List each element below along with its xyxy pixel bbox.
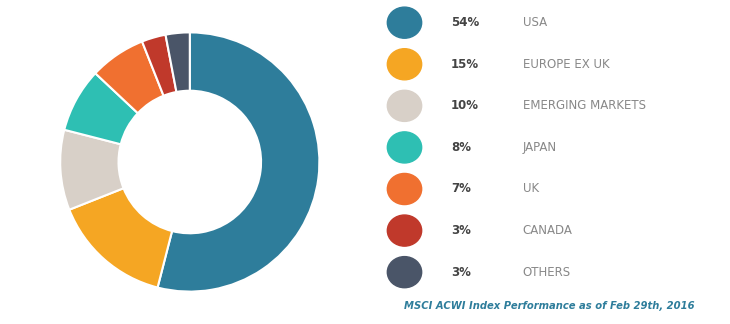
Text: 8%: 8% (451, 141, 471, 154)
Circle shape (388, 132, 422, 163)
Wedge shape (60, 130, 123, 210)
Circle shape (388, 257, 422, 288)
Text: 10%: 10% (451, 99, 479, 112)
Text: CANADA: CANADA (523, 224, 572, 237)
Wedge shape (69, 188, 172, 287)
Circle shape (388, 90, 422, 122)
Wedge shape (166, 32, 190, 92)
Text: 15%: 15% (451, 58, 479, 71)
Text: OTHERS: OTHERS (523, 266, 571, 279)
Circle shape (388, 173, 422, 204)
Text: EMERGING MARKETS: EMERGING MARKETS (523, 99, 645, 112)
Text: 3%: 3% (451, 224, 471, 237)
Circle shape (388, 7, 422, 38)
Text: USA: USA (523, 16, 547, 29)
Text: 7%: 7% (451, 182, 471, 195)
Wedge shape (142, 35, 177, 96)
Wedge shape (158, 32, 320, 292)
Text: 3%: 3% (451, 266, 471, 279)
Text: JAPAN: JAPAN (523, 141, 557, 154)
Circle shape (388, 215, 422, 246)
Text: UK: UK (523, 182, 539, 195)
Wedge shape (96, 41, 164, 113)
Text: MSCI ACWI Index Performance as of Feb 29th, 2016: MSCI ACWI Index Performance as of Feb 29… (404, 301, 695, 311)
Text: EUROPE EX UK: EUROPE EX UK (523, 58, 609, 71)
Circle shape (388, 49, 422, 80)
Wedge shape (64, 73, 138, 144)
Text: 54%: 54% (451, 16, 479, 29)
